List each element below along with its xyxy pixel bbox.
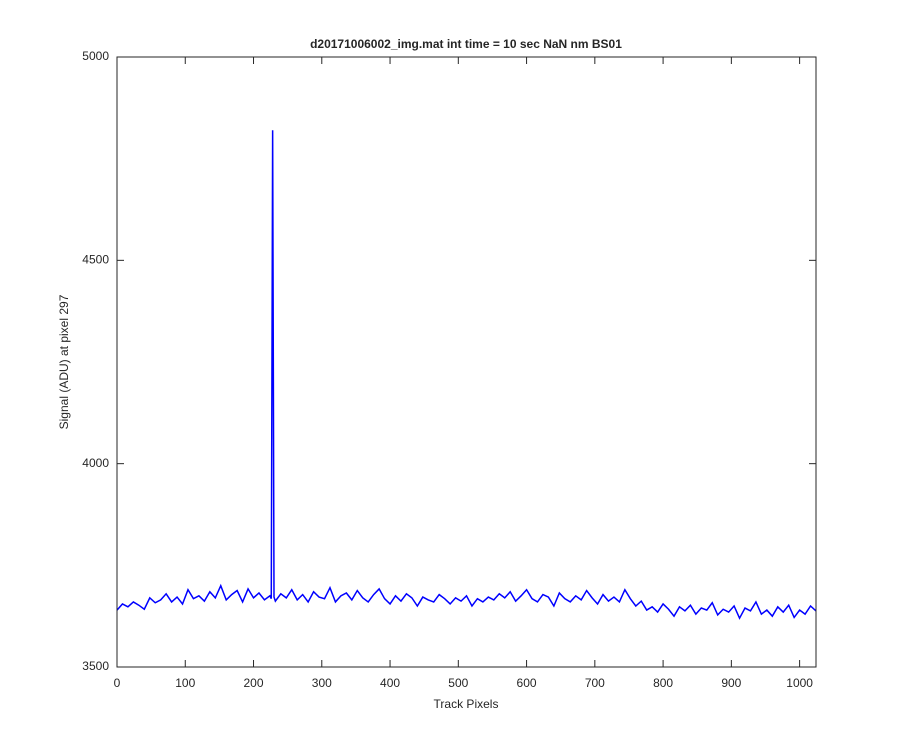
x-tick-label: 400 [380, 676, 400, 690]
x-tick-label: 1000 [786, 676, 813, 690]
x-tick-label: 0 [114, 676, 121, 690]
x-tick-label: 200 [244, 676, 264, 690]
data-line [116, 130, 817, 620]
y-axis-label: Signal (ADU) at pixel 297 [57, 294, 71, 429]
y-tick-label: 4000 [82, 456, 109, 470]
y-tick-label: 5000 [82, 49, 109, 63]
x-tick-label: 300 [312, 676, 332, 690]
x-tick-label: 700 [585, 676, 605, 690]
x-tick-label: 600 [517, 676, 537, 690]
x-axis-label: Track Pixels [434, 697, 499, 711]
chart-title: d20171006002_img.mat int time = 10 sec N… [310, 37, 622, 51]
plot-frame [116, 56, 817, 668]
x-tick-label: 500 [448, 676, 468, 690]
x-tick-label: 900 [721, 676, 741, 690]
x-tick-label: 100 [175, 676, 195, 690]
y-tick-label: 4500 [82, 253, 109, 267]
y-tick-label: 3500 [82, 659, 109, 673]
x-tick-label: 800 [653, 676, 673, 690]
